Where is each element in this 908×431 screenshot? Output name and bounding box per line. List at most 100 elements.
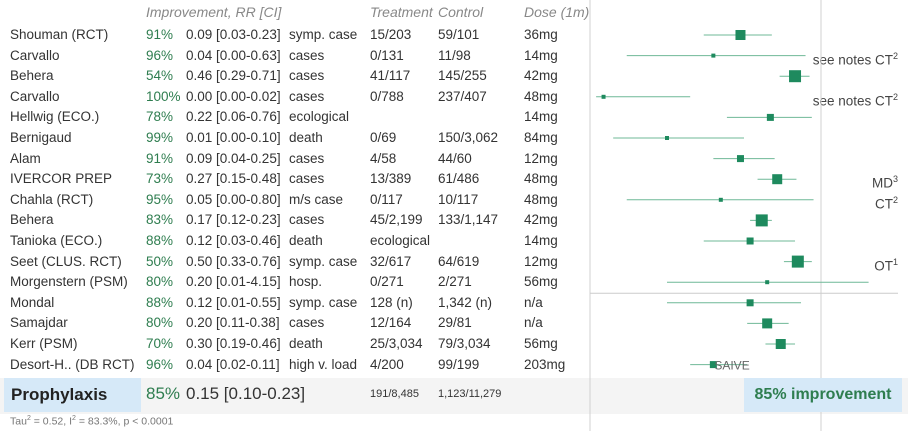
row-study: Kerr (PSM) (10, 336, 78, 351)
row-study: Morgenstern (PSM) (10, 274, 128, 290)
row-study: Mondal (10, 294, 55, 310)
summary-badge: 85% improvement (744, 378, 902, 412)
row-rr: 0.01 [0.00-0.10] (186, 130, 281, 145)
row-treatment: 0/788 (370, 88, 404, 104)
row-control: 59/101 (438, 27, 480, 42)
row-dose: 56mg (524, 274, 558, 290)
point-estimate (746, 299, 754, 307)
row-study: IVERCOR PREP (10, 171, 113, 187)
row-pct: 95% (146, 191, 174, 207)
column-header-improvement: Improvement, RR [CI] (146, 4, 282, 20)
point-estimate (736, 155, 744, 163)
row-rr: 0.04 [0.02-0.11] (186, 356, 280, 372)
row-treatment: 4/58 (370, 150, 397, 166)
row-dose: 84mg (524, 130, 558, 145)
row-rr: 0.05 [0.00-0.80] (186, 191, 281, 207)
row-rr: 0.04 [0.00-0.63] (186, 47, 281, 63)
row-pct: 54% (146, 68, 174, 84)
summary-rr: 0.15 [0.10-0.23] (186, 384, 306, 403)
row-study: Behera (10, 68, 54, 84)
row-type: cases (289, 315, 325, 331)
row-dose: 48mg (524, 171, 558, 187)
row-type: cases (289, 68, 325, 84)
row-type: death (289, 130, 323, 145)
row-control: 10/117 (438, 191, 479, 207)
row-dose: 56mg (524, 336, 558, 351)
row-treatment: 0/117 (370, 191, 403, 207)
row-type: symp. case (289, 253, 358, 269)
row-dose: 48mg (524, 88, 558, 104)
row-treatment: 13/389 (370, 171, 412, 187)
row-type: cases (289, 212, 325, 228)
row-dose: 14mg (524, 109, 558, 125)
row-treatment: 25/3,034 (370, 336, 423, 351)
row-control: 44/60 (438, 150, 472, 166)
row-dose: 14mg (524, 47, 558, 63)
row-rr: 0.17 [0.12-0.23] (186, 212, 281, 228)
row-dose: 42mg (524, 212, 558, 228)
row-control: 133/1,147 (438, 212, 499, 228)
row-pct: 88% (146, 294, 174, 310)
row-study: Tanioka (ECO.) (10, 233, 103, 248)
row-dose: 12mg (524, 150, 558, 166)
row-treatment: 0/131 (370, 47, 404, 63)
row-dose: 12mg (524, 253, 558, 269)
row-treatment: 128 (n) (370, 294, 413, 310)
row-control: 64/619 (438, 253, 480, 269)
point-estimate (755, 214, 768, 227)
row-dose: 36mg (524, 27, 558, 42)
row-dose: 14mg (524, 233, 558, 248)
row-pct: 88% (146, 233, 174, 248)
heterogeneity-footer: Tau2 = 0.52, I2 = 83.3%, p < 0.0001 (10, 415, 174, 428)
row-type: hosp. (289, 274, 323, 290)
row-rr: 0.20 [0.11-0.38] (186, 315, 280, 331)
row-pct: 96% (146, 47, 174, 63)
row-treatment: 4/200 (370, 356, 404, 372)
row-treatment: 32/617 (370, 253, 412, 269)
summary-control: 1,123/11,279 (438, 388, 502, 400)
row-pct: 91% (146, 27, 174, 42)
column-header-control: Control (438, 4, 484, 20)
row-treatment: 45/2,199 (370, 212, 423, 228)
row-control: 2/271 (438, 274, 472, 290)
row-pct: 78% (146, 109, 174, 125)
row-dose: n/a (524, 294, 543, 310)
row-control: 99/199 (438, 356, 480, 372)
row-control: 61/486 (438, 171, 480, 187)
row-study: Samajdar (10, 315, 68, 331)
row-control: 29/81 (438, 315, 472, 331)
row-dose: n/a (524, 315, 543, 331)
row-dose: 48mg (524, 191, 558, 207)
row-pct: 80% (146, 315, 174, 331)
row-study: Carvallo (10, 47, 60, 63)
row-rr: 0.00 [0.00-0.02] (186, 88, 281, 104)
row-type: cases (289, 47, 325, 63)
point-estimate (665, 136, 669, 140)
row-note: OT1 (874, 256, 898, 274)
row-treatment: 0/69 (370, 130, 397, 145)
summary-pct: 85% (146, 384, 181, 403)
row-type: death (289, 233, 323, 248)
row-pct: 99% (146, 130, 174, 145)
row-pct: 80% (146, 274, 174, 290)
row-study: Bernigaud (10, 130, 72, 145)
row-pct: 73% (146, 171, 174, 187)
point-estimate (601, 94, 606, 99)
row-type: symp. case (289, 27, 358, 42)
row-rr: 0.46 [0.29-0.71] (186, 68, 281, 84)
row-rr: 0.20 [0.01-4.15] (186, 274, 281, 290)
row-pct: 50% (146, 253, 174, 269)
point-estimate (775, 339, 786, 349)
row-note: see notes CT2 (812, 91, 898, 109)
row-type: cases (289, 150, 325, 166)
row-pct: 83% (146, 212, 174, 228)
point-estimate (746, 237, 754, 245)
summary-treatment: 191/8,485 (370, 388, 419, 400)
row-type: symp. case (289, 294, 358, 310)
row-rr: 0.50 [0.33-0.76] (186, 253, 281, 269)
row-control: 145/255 (438, 68, 487, 84)
row-control: 11/98 (438, 47, 471, 63)
inline-label: SAIVE (714, 359, 749, 373)
row-study: Alam (10, 150, 41, 166)
